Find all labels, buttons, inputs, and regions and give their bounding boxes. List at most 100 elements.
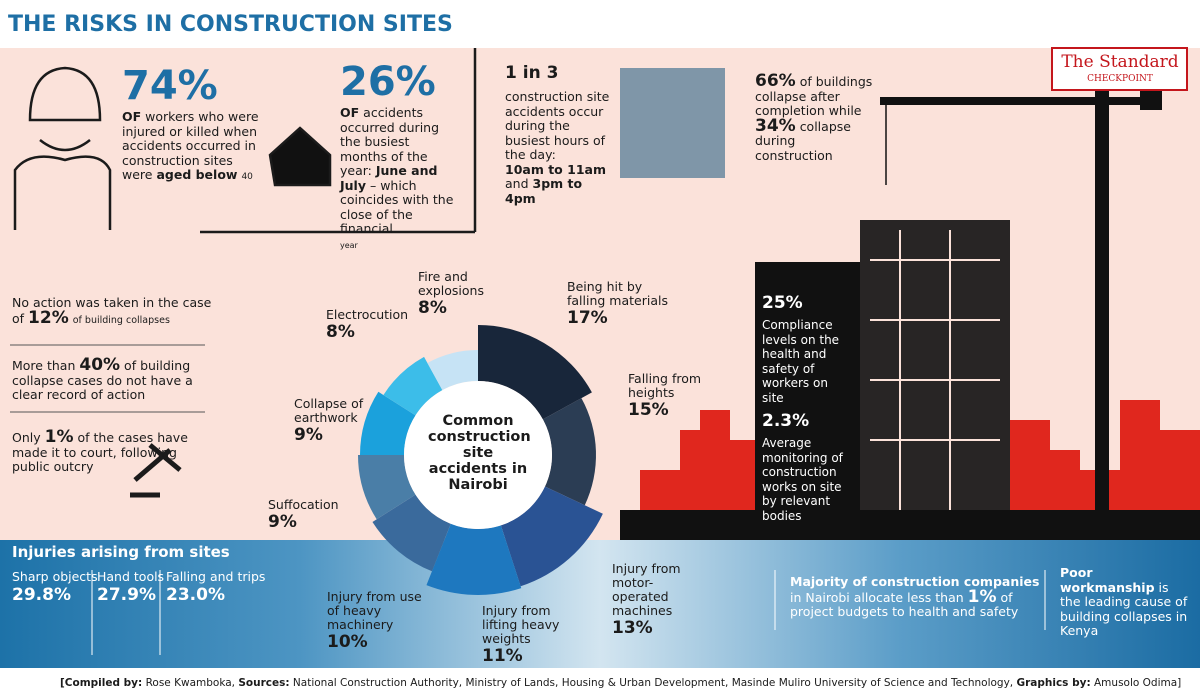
text: Graphics by: xyxy=(1016,677,1091,689)
segment-label: Electrocution 8% xyxy=(326,307,416,342)
text: and xyxy=(505,176,529,191)
text: Electrocution xyxy=(326,307,409,322)
text: 9% xyxy=(268,512,297,532)
text: Falling from heights xyxy=(628,371,702,400)
icons xyxy=(13,48,477,498)
compliance-text: Average monitoring of construction works… xyxy=(762,436,843,523)
text: is the leading cause of building collaps… xyxy=(1060,579,1188,638)
text: Sources: xyxy=(238,677,290,689)
injuries-heading: Injuries arising from sites xyxy=(12,543,230,561)
text: Amusolo Odima] xyxy=(1094,677,1182,689)
text: of building collapses xyxy=(72,314,170,326)
injury-label: Falling and trips xyxy=(166,569,266,584)
text: year xyxy=(340,240,358,250)
footer: [Compiled by: Rose Kwamboka, Sources: Na… xyxy=(60,676,1181,691)
text: 13% xyxy=(612,618,653,638)
text: accidents occurred during the busiest mo… xyxy=(340,105,440,178)
text: 8% xyxy=(326,322,355,342)
text: 66% xyxy=(755,71,796,91)
note: No action was taken in the case of 12% o… xyxy=(12,295,212,328)
rules xyxy=(10,344,1046,655)
text: 12% xyxy=(28,307,69,328)
segment-label: Falling from heights 15% xyxy=(628,371,743,420)
donut-segment xyxy=(383,356,443,416)
text: OF xyxy=(122,109,142,124)
compliance-figure: 2.3% xyxy=(762,411,810,431)
segment-label: Fire and explosions 8% xyxy=(418,269,488,318)
injury-label: Sharp objects xyxy=(12,569,98,584)
text: construction site accidents occur during… xyxy=(505,89,610,162)
injury-value: 29.8% xyxy=(12,585,71,605)
workers-text: OF workers who were injured or killed wh… xyxy=(122,109,262,185)
donut xyxy=(358,325,603,595)
text: of building collapse cases do not have a… xyxy=(12,358,193,402)
donut-segment xyxy=(372,494,451,572)
title: THE RISKS IN CONSTRUCTION SITES xyxy=(8,12,453,37)
logo: The Standard xyxy=(1061,52,1179,72)
workers-figure: 74% xyxy=(122,63,218,109)
text: OF xyxy=(340,105,360,120)
months-text: OF accidents occurred during the busiest… xyxy=(340,105,460,253)
segment-label: Injury from use of heavy machinery 10% xyxy=(327,589,437,652)
text: Being hit by falling materials xyxy=(567,279,668,308)
text: Rose Kwamboka, xyxy=(145,677,235,689)
text: 17% xyxy=(567,308,608,328)
text: Poor workmanship xyxy=(1060,565,1155,595)
donut-segment xyxy=(500,486,603,587)
note: More than 40% of building collapse cases… xyxy=(12,355,212,403)
text: Majority of construction companies xyxy=(790,574,1040,589)
text: 3pm to 4pm xyxy=(505,176,583,206)
text: [Compiled by: xyxy=(60,677,143,689)
hours-figure: 1 in 3 xyxy=(505,63,559,83)
compliance-figure: 25% xyxy=(762,293,803,313)
note: Only 1% of the cases have made it to cou… xyxy=(12,429,212,475)
segment-label: Being hit by falling materials 17% xyxy=(567,279,677,328)
text: Injury from motor-operated machines xyxy=(612,561,681,618)
donut-segment xyxy=(478,325,592,420)
text: Fire and explosions xyxy=(418,269,484,298)
hours-text: construction site accidents occur during… xyxy=(505,89,617,206)
donut-segment xyxy=(427,350,478,391)
text: collapse during construction xyxy=(755,118,851,163)
photo xyxy=(620,68,725,178)
segment-label: Collapse of earthwork 9% xyxy=(294,396,369,444)
segment-label: Suffocation 9% xyxy=(268,497,348,532)
text: Suffocation xyxy=(268,497,339,512)
segment-label: Injury from motor-operated machines 13% xyxy=(612,561,692,638)
text: 40 xyxy=(241,172,253,182)
logo-tagline: CHECKPOINT xyxy=(1087,74,1153,84)
bottom-band xyxy=(0,540,1200,668)
donut-center xyxy=(404,381,552,529)
text: workers who were injured or killed when … xyxy=(122,109,259,182)
segment-label: Injury from lifting heavy weights 11% xyxy=(482,603,582,665)
text: Collapse of earthwork xyxy=(294,396,364,425)
donut-segment xyxy=(542,398,596,506)
text: Injury from lifting heavy weights xyxy=(482,603,560,646)
donut-segment xyxy=(358,455,416,520)
injury-label: Hand tools xyxy=(97,569,165,584)
workmanship-text: Poor workmanship is the leading cause of… xyxy=(1060,565,1190,639)
text: More than xyxy=(12,358,76,373)
text: of the cases have made it to court, foll… xyxy=(12,430,188,474)
compliance-text: Compliance levels on the health and safe… xyxy=(762,318,840,405)
text: 34% xyxy=(755,115,796,136)
text: in Nairobi allocate less than xyxy=(790,589,964,605)
injury-value: 27.9% xyxy=(97,585,156,605)
text: of buildings collapse after completion w… xyxy=(755,74,873,118)
text: 1% xyxy=(967,586,997,607)
text: 8% xyxy=(418,298,447,318)
text: June and July xyxy=(340,163,438,193)
donut-title: Common construction site accidents in Na… xyxy=(428,413,531,493)
scaffold xyxy=(870,230,1000,510)
budget-text: Majority of construction companies in Na… xyxy=(790,574,1040,620)
donut-segment xyxy=(360,391,416,455)
text: aged below xyxy=(156,167,238,182)
text: 15% xyxy=(628,400,669,420)
text: – which coincides with the close of the … xyxy=(340,177,454,236)
donut-segment xyxy=(426,523,522,595)
text: 10% xyxy=(327,632,368,652)
text: 40% xyxy=(79,355,121,375)
text: Injury from use of heavy machinery xyxy=(327,589,422,632)
